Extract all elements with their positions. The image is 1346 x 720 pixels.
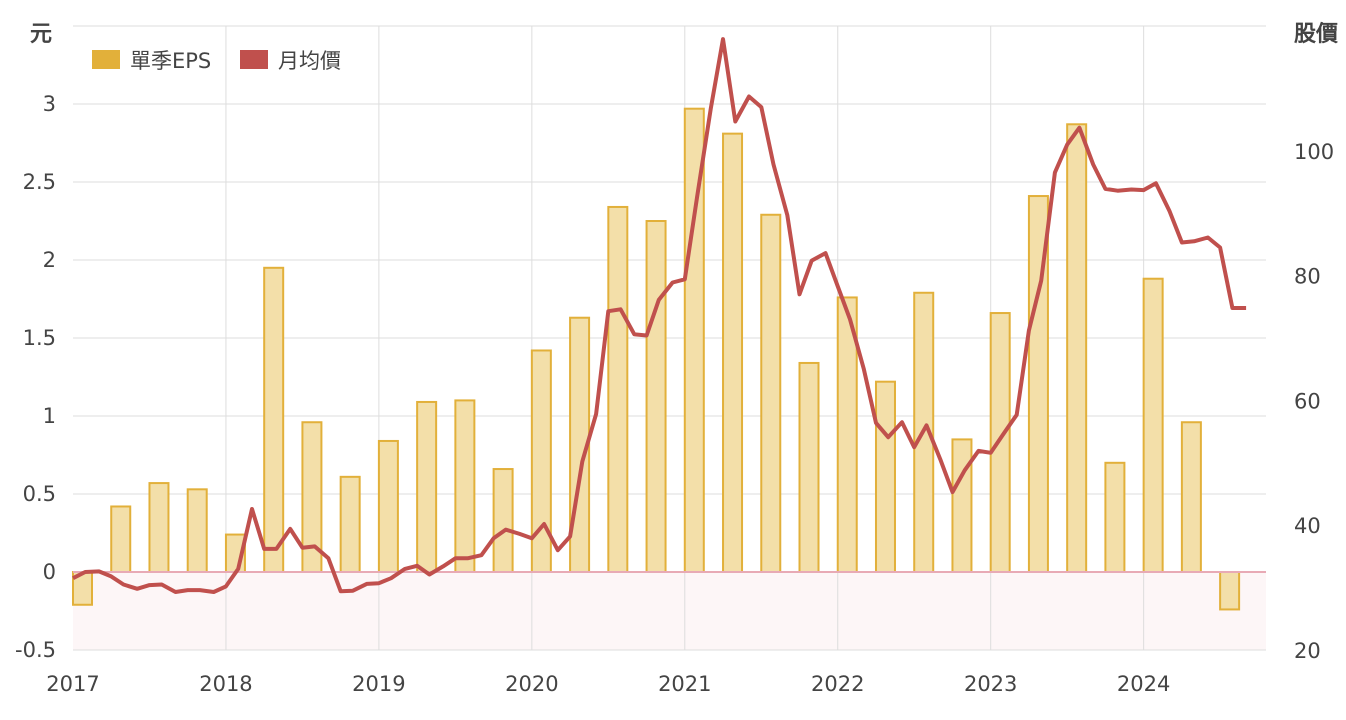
x-axis-ticks: 2017 2018 2019 2020 2021 2022 2023 2024 bbox=[46, 672, 1170, 696]
eps-bar[interactable] bbox=[1066, 123, 1088, 573]
eps-bar[interactable] bbox=[607, 205, 629, 574]
right-tick-label: 80 bbox=[1294, 265, 1321, 289]
eps-bar[interactable] bbox=[989, 312, 1011, 573]
eps-bar[interactable] bbox=[722, 132, 744, 573]
left-tick-label: 3 bbox=[43, 92, 56, 116]
legend-eps-label[interactable]: 單季EPS bbox=[130, 49, 211, 73]
right-tick-label: 20 bbox=[1294, 639, 1321, 663]
x-tick-label: 2022 bbox=[811, 672, 864, 696]
eps-bar[interactable] bbox=[760, 213, 782, 573]
left-tick-label: 0 bbox=[43, 560, 56, 584]
x-tick-label: 2019 bbox=[352, 672, 405, 696]
price-line[interactable] bbox=[72, 37, 1247, 594]
legend-eps-swatch[interactable] bbox=[92, 50, 120, 69]
x-tick-label: 2018 bbox=[199, 672, 252, 696]
eps-bar[interactable] bbox=[339, 475, 361, 573]
eps-bar[interactable] bbox=[530, 349, 552, 574]
x-tick-label: 2024 bbox=[1117, 672, 1170, 696]
negative-zone bbox=[73, 572, 1266, 650]
right-tick-label: 40 bbox=[1294, 514, 1321, 538]
left-tick-label: 1 bbox=[43, 404, 56, 428]
left-axis-unit: 元 bbox=[30, 22, 52, 47]
eps-bar[interactable] bbox=[874, 380, 896, 573]
right-tick-label: 60 bbox=[1294, 389, 1321, 413]
left-tick-label: -0.5 bbox=[15, 638, 56, 662]
eps-bar[interactable] bbox=[1104, 461, 1126, 573]
left-tick-label: 2 bbox=[43, 248, 56, 272]
eps-bar[interactable] bbox=[263, 266, 285, 573]
right-axis-unit: 股價 bbox=[1294, 22, 1339, 47]
eps-bar[interactable] bbox=[1180, 421, 1202, 573]
eps-bar[interactable] bbox=[377, 439, 399, 573]
left-tick-label: 1.5 bbox=[23, 326, 56, 350]
left-tick-label: 2.5 bbox=[23, 170, 56, 194]
eps-bar[interactable] bbox=[951, 438, 973, 573]
left-tick-label: 0.5 bbox=[23, 482, 56, 506]
eps-bar[interactable] bbox=[454, 399, 476, 573]
legend-price-swatch[interactable] bbox=[240, 50, 268, 69]
x-tick-label: 2023 bbox=[964, 672, 1017, 696]
left-axis-ticks: -0.5 0 0.5 1 1.5 2 2.5 3 bbox=[15, 92, 56, 662]
eps-bar[interactable] bbox=[1219, 571, 1241, 611]
eps-bar[interactable] bbox=[492, 468, 514, 574]
eps-bar[interactable] bbox=[110, 505, 132, 574]
right-axis-ticks: 20 40 60 80 100 bbox=[1294, 140, 1334, 663]
eps-bar[interactable] bbox=[798, 361, 820, 573]
price-line-layer bbox=[72, 37, 1247, 594]
right-tick-label: 100 bbox=[1294, 140, 1334, 164]
eps-bar[interactable] bbox=[186, 488, 208, 574]
legend: 單季EPS 月均價 bbox=[92, 49, 341, 73]
x-tick-label: 2017 bbox=[46, 672, 99, 696]
eps-bar[interactable] bbox=[148, 482, 170, 573]
negative-zone-layer bbox=[73, 572, 1266, 650]
legend-price-label[interactable]: 月均價 bbox=[278, 49, 341, 73]
eps-bar[interactable] bbox=[1142, 277, 1164, 573]
x-tick-label: 2021 bbox=[658, 672, 711, 696]
eps-bar[interactable] bbox=[416, 400, 438, 573]
x-tick-label: 2020 bbox=[505, 672, 558, 696]
eps-bars bbox=[72, 107, 1241, 611]
eps-bar[interactable] bbox=[645, 220, 667, 573]
